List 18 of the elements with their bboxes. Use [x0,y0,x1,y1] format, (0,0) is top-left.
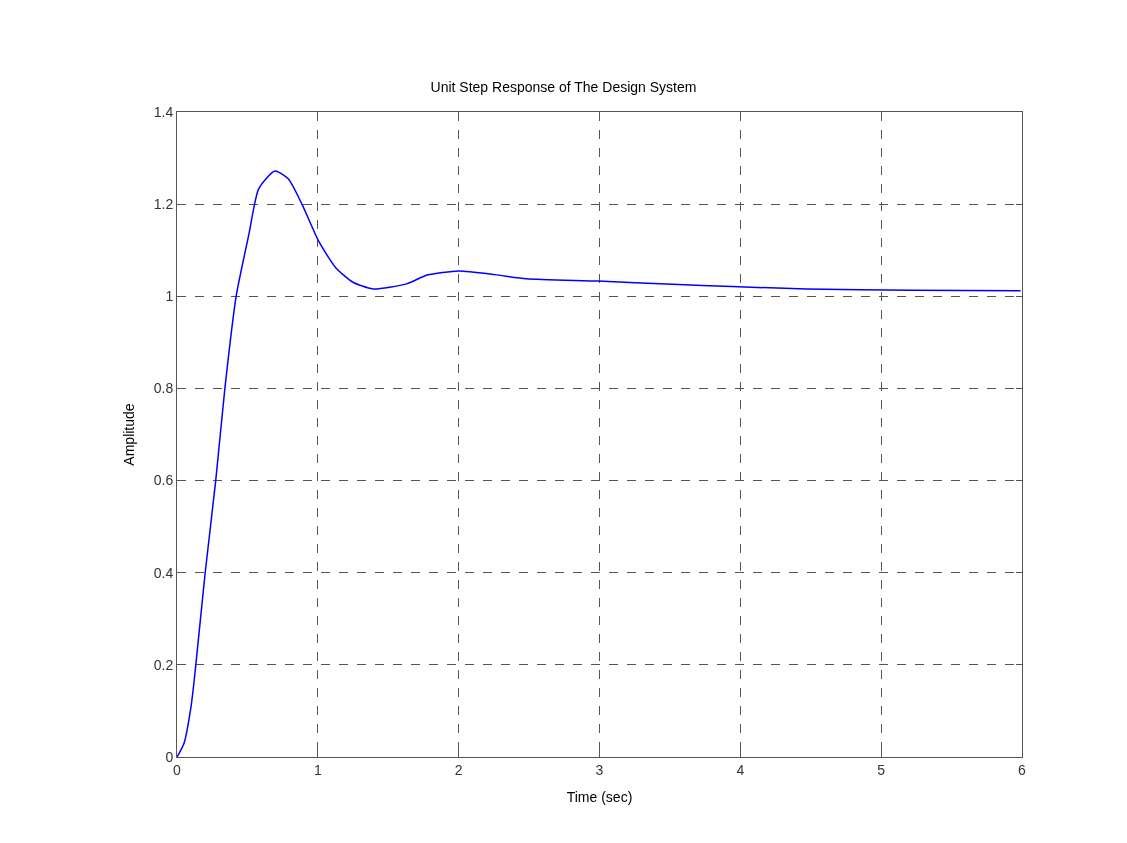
y-tick-label: 0.6 [153,472,174,489]
x-tick-label: 5 [877,761,886,778]
y-axis-title: Amplitude [121,403,138,466]
y-tick-label: 0.2 [153,656,174,673]
y-tick-label: 0 [165,748,174,765]
x-tick-label: 4 [736,761,745,778]
line-series [177,170,1022,757]
y-tick-label: 1.2 [153,196,174,213]
y-tick-label: 0.4 [153,564,174,581]
x-axis-title: Time (sec) [566,789,633,806]
chart-title: Unit Step Response of The Design System [430,79,697,95]
y-tick-label: 1.4 [153,103,174,120]
x-tick-label: 2 [454,761,463,778]
x-tick-label: 1 [313,761,322,778]
y-tick-label: 0.8 [153,380,174,397]
y-tick-label: 1 [165,288,174,305]
x-tick-label: 6 [1018,761,1027,778]
x-tick-label: 3 [595,761,604,778]
